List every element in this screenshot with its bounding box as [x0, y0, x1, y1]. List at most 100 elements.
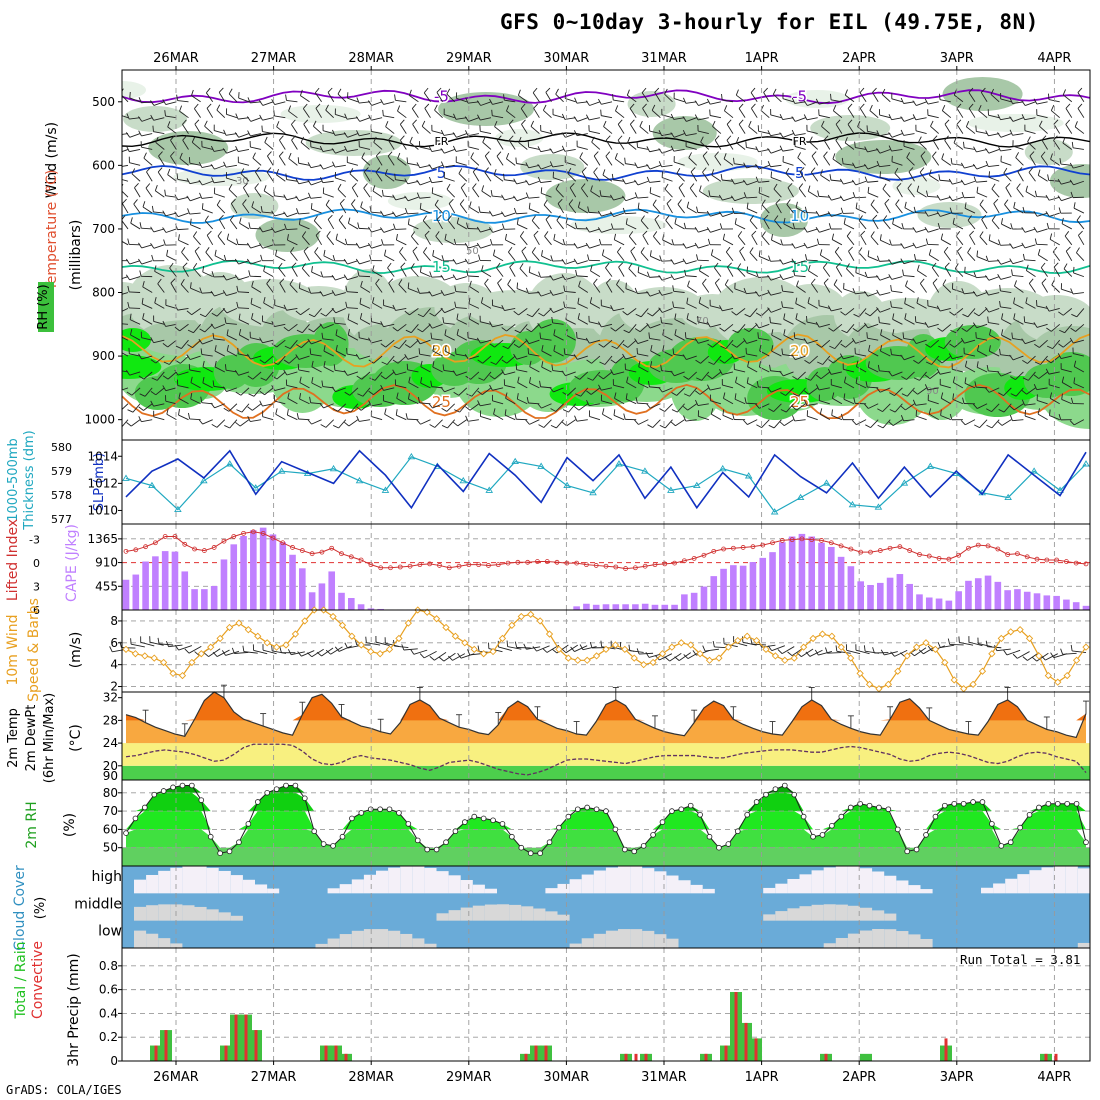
wind-barb — [844, 382, 855, 389]
wind-barb — [879, 114, 891, 119]
wind-barb — [943, 339, 952, 349]
wind-barb — [396, 398, 407, 405]
wind-barb-flag — [409, 136, 413, 143]
wind-barb — [820, 371, 831, 380]
wind-barb — [291, 266, 298, 277]
wind-barb — [286, 385, 298, 389]
wind-barb-flag — [551, 316, 554, 324]
wind-barb — [410, 236, 419, 246]
wind-barb-flag — [447, 215, 452, 221]
lifted-index-point — [211, 545, 217, 550]
wind-barb — [153, 416, 165, 421]
wind-barb — [565, 98, 576, 103]
wind-barb — [616, 339, 625, 349]
wind-barb-flag — [755, 291, 760, 297]
wind-barb-flag — [847, 119, 853, 125]
wind-barb-flag — [944, 119, 950, 125]
wind-barb-flag — [877, 364, 880, 371]
rh2m-point — [885, 806, 892, 813]
wind-barb-flag — [900, 116, 905, 122]
wind-barb — [1072, 147, 1084, 150]
wind-barb-flag — [404, 354, 409, 360]
wind-barb-flag — [549, 129, 554, 136]
wind-barb — [601, 195, 613, 198]
wind-barb-flag — [516, 218, 519, 225]
cloud-cover-cell — [763, 914, 776, 921]
wind-barb — [676, 387, 685, 396]
wind-barb-flag — [792, 393, 799, 397]
wind-barb — [363, 187, 371, 198]
wind-barb-flag — [1025, 264, 1029, 271]
wind-barb-flag — [646, 271, 650, 278]
wind-barb-flag — [242, 199, 247, 205]
wind-barb — [386, 355, 395, 365]
wind-barb — [1000, 149, 1012, 152]
wind-barb-flag — [205, 247, 210, 253]
wind-barb-flag — [988, 345, 991, 352]
wind-barb-flag — [247, 406, 253, 411]
wind-barb — [761, 204, 770, 214]
wind-barb-flag — [936, 368, 941, 375]
wind-barb-flag — [912, 100, 917, 106]
wind-barb — [770, 149, 782, 154]
wind-barb-flag — [151, 377, 158, 381]
wind-barb — [540, 276, 552, 278]
wind-barb-flag — [307, 162, 312, 168]
wind-barb — [410, 324, 419, 333]
wind-barb — [130, 334, 141, 341]
wind-barb — [649, 130, 661, 135]
wind-barb — [262, 228, 274, 233]
wind-barb — [833, 110, 843, 119]
wind10m-speed-point — [470, 645, 478, 653]
wind-barb-flag — [410, 648, 415, 655]
wind-barb-flag — [1062, 137, 1066, 144]
wind-barb-flag — [682, 405, 688, 411]
wind-barb-flag — [988, 234, 991, 241]
wind-barb — [216, 204, 226, 214]
wind-barb-flag — [932, 278, 938, 284]
date-label-top: 28MAR — [348, 51, 394, 66]
wind-barb-flag — [985, 148, 990, 154]
wind-barb — [603, 126, 613, 134]
wind-barb-flag — [385, 121, 389, 127]
wind-barb-flag — [376, 151, 381, 157]
wind-barb-flag — [146, 167, 151, 173]
wind-barb — [553, 276, 564, 281]
wind-barb — [915, 339, 927, 344]
wind-barb — [977, 350, 988, 357]
wind-barb-flag — [138, 416, 142, 422]
rh2m-point — [367, 806, 374, 813]
date-label-top: 29MAR — [446, 51, 492, 66]
thickness-point — [355, 476, 364, 484]
wind-barb — [725, 339, 734, 349]
wind-barb-flag — [723, 105, 728, 111]
wind-barb-flag — [686, 297, 689, 304]
wind-barb — [760, 308, 770, 317]
wind-barb — [1036, 305, 1048, 309]
wind-barb — [274, 195, 286, 198]
cloud-cover-cell — [618, 866, 631, 894]
wind-barb-flag — [795, 297, 798, 304]
wind-barb-flag — [924, 226, 929, 233]
wind-barb — [122, 307, 129, 312]
wind-barb-flag — [916, 264, 920, 271]
wind-barb — [278, 267, 286, 277]
wind-barb — [335, 149, 346, 154]
wind10m-speed-point — [225, 623, 234, 632]
wind-barb-flag — [537, 290, 542, 297]
rh2m-point — [1073, 800, 1080, 807]
wind-barb-flag — [221, 650, 226, 656]
wind-barb-flag — [590, 185, 593, 192]
rh2m-point — [998, 843, 1005, 849]
wind-barb — [613, 371, 625, 376]
wind-barb-flag — [781, 348, 784, 355]
wind-barb — [419, 353, 431, 357]
lifted-index-point — [1073, 560, 1079, 566]
wind-barb-flag — [150, 100, 155, 106]
wind-barb — [129, 133, 141, 138]
wind-barb-flag — [710, 249, 714, 256]
wind-barb-flag — [642, 230, 648, 236]
cape-bar — [259, 527, 267, 610]
wind-barb-flag — [528, 202, 531, 209]
wind-barb — [516, 196, 528, 202]
